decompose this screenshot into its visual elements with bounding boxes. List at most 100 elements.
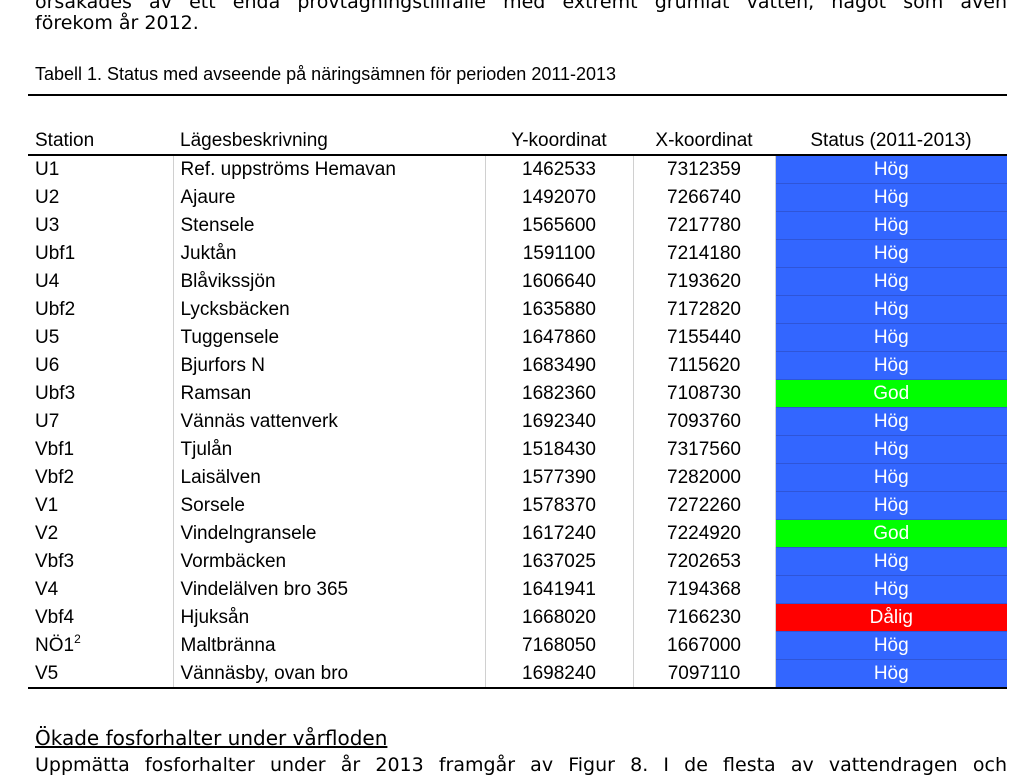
station-cell: V2 — [28, 519, 174, 548]
location-cell: Bjurfors N — [173, 351, 486, 380]
location-cell: Vännäs vattenverk — [173, 407, 486, 436]
station-cell: Ubf3 — [28, 379, 174, 408]
x-coordinate-cell: 7108730 — [633, 379, 776, 408]
column-header-x-coordinate: X-koordinat — [633, 127, 775, 156]
location-cell: Vindelälven bro 365 — [173, 575, 486, 604]
x-coordinate-cell: 7312359 — [633, 155, 776, 184]
station-cell: U2 — [28, 183, 174, 212]
table-row: Vbf4 Hjuksån 1668020 7166230 Dålig — [28, 603, 1007, 632]
y-coordinate-cell: 1635880 — [485, 295, 634, 324]
table-row: U1 Ref. uppströms Hemavan 1462533 7312359 Hö… — [28, 155, 1007, 184]
status-cell: Hög — [775, 435, 1007, 464]
x-coordinate-cell: 7202653 — [633, 547, 776, 576]
x-coordinate-cell: 1667000 — [633, 631, 776, 660]
location-cell: Ref. uppströms Hemavan — [173, 155, 486, 184]
station-cell: Vbf2 — [28, 463, 174, 492]
y-coordinate-cell: 1637025 — [485, 547, 634, 576]
status-cell: Hög — [775, 183, 1007, 212]
location-cell: Blåvikssjön — [173, 267, 486, 296]
status-cell: Hög — [775, 211, 1007, 240]
station-cell: U7 — [28, 407, 174, 436]
station-cell: Ubf2 — [28, 295, 174, 324]
status-cell: Dålig — [775, 603, 1007, 632]
table-row: Vbf3 Vormbäcken 1637025 7202653 Hög — [28, 547, 1007, 576]
x-coordinate-cell: 7217780 — [633, 211, 776, 240]
location-cell: Tjulån — [173, 435, 486, 464]
section-heading: Ökade fosforhalter under vårfloden — [35, 726, 388, 750]
status-cell: Hög — [775, 547, 1007, 576]
station-cell: V4 — [28, 575, 174, 604]
table-row: V1 Sorsele 1578370 7272260 Hög — [28, 491, 1007, 520]
location-cell: Vindelngransele — [173, 519, 486, 548]
y-coordinate-cell: 1565600 — [485, 211, 634, 240]
y-coordinate-cell: 7168050 — [485, 631, 634, 660]
y-coordinate-cell: 1698240 — [485, 659, 634, 689]
x-coordinate-cell: 7194368 — [633, 575, 776, 604]
station-cell: Ubf1 — [28, 239, 174, 268]
table-row: U6 Bjurfors N 1683490 7115620 Hög — [28, 351, 1007, 380]
station-cell: U4 — [28, 267, 174, 296]
x-coordinate-cell: 7155440 — [633, 323, 776, 352]
status-cell: Hög — [775, 659, 1007, 689]
x-coordinate-cell: 7224920 — [633, 519, 776, 548]
table-row: Ubf2 Lycksbäcken 1635880 7172820 Hög — [28, 295, 1007, 324]
intro-paragraph-line-2: förekom år 2012. — [35, 12, 199, 34]
column-header-status: Status (2011-2013) — [775, 127, 1007, 156]
intro-paragraph-line-1: orsakades av ett enda provtagningstillfä… — [35, 0, 1007, 13]
x-coordinate-cell: 7272260 — [633, 491, 776, 520]
station-cell: NÖ12 — [28, 631, 174, 660]
status-cell: Hög — [775, 351, 1007, 380]
location-cell: Vännäsby, ovan bro — [173, 659, 486, 689]
status-cell: Hög — [775, 407, 1007, 436]
table-row: U5 Tuggensele 1647860 7155440 Hög — [28, 323, 1007, 352]
status-cell: God — [775, 519, 1007, 548]
location-cell: Juktån — [173, 239, 486, 268]
y-coordinate-cell: 1462533 — [485, 155, 634, 184]
y-coordinate-cell: 1692340 — [485, 407, 634, 436]
x-coordinate-cell: 7266740 — [633, 183, 776, 212]
status-table: Station Lägesbeskrivning Y-koordinat X-k… — [28, 127, 1007, 689]
column-header-location: Lägesbeskrivning — [173, 127, 485, 156]
x-coordinate-cell: 7193620 — [633, 267, 776, 296]
y-coordinate-cell: 1577390 — [485, 463, 634, 492]
table-row: V2 Vindelngransele 1617240 7224920 God — [28, 519, 1007, 548]
column-header-y-coordinate: Y-koordinat — [485, 127, 633, 156]
status-cell: Hög — [775, 239, 1007, 268]
footnote-marker: 2 — [74, 632, 81, 646]
location-cell: Sorsele — [173, 491, 486, 520]
table-header-row: Station Lägesbeskrivning Y-koordinat X-k… — [28, 127, 1007, 156]
station-cell: Vbf4 — [28, 603, 174, 632]
y-coordinate-cell: 1578370 — [485, 491, 634, 520]
y-coordinate-cell: 1682360 — [485, 379, 634, 408]
table-row: Ubf1 Juktån 1591100 7214180 Hög — [28, 239, 1007, 268]
station-cell: U3 — [28, 211, 174, 240]
table-row: U4 Blåvikssjön 1606640 7193620 Hög — [28, 267, 1007, 296]
status-cell: Hög — [775, 491, 1007, 520]
y-coordinate-cell: 1641941 — [485, 575, 634, 604]
table-row: Vbf1 Tjulån 1518430 7317560 Hög — [28, 435, 1007, 464]
x-coordinate-cell: 7115620 — [633, 351, 776, 380]
x-coordinate-cell: 7282000 — [633, 463, 776, 492]
y-coordinate-cell: 1518430 — [485, 435, 634, 464]
location-cell: Vormbäcken — [173, 547, 486, 576]
y-coordinate-cell: 1647860 — [485, 323, 634, 352]
y-coordinate-cell: 1617240 — [485, 519, 634, 548]
location-cell: Tuggensele — [173, 323, 486, 352]
status-cell: Hög — [775, 631, 1007, 660]
station-cell: U5 — [28, 323, 174, 352]
table-row: Vbf2 Laisälven 1577390 7282000 Hög — [28, 463, 1007, 492]
status-cell: Hög — [775, 267, 1007, 296]
station-cell: V1 — [28, 491, 174, 520]
station-cell: U1 — [28, 155, 174, 184]
x-coordinate-cell: 7317560 — [633, 435, 776, 464]
station-cell: Vbf3 — [28, 547, 174, 576]
y-coordinate-cell: 1668020 — [485, 603, 634, 632]
location-cell: Laisälven — [173, 463, 486, 492]
outro-paragraph-line: Uppmätta fosforhalter under år 2013 fram… — [35, 754, 1007, 776]
location-cell: Maltbränna — [173, 631, 486, 660]
station-cell: Vbf1 — [28, 435, 174, 464]
station-cell: U6 — [28, 351, 174, 380]
table-caption: Tabell 1. Status med avseende på närings… — [35, 64, 617, 84]
column-header-station: Station — [28, 127, 173, 156]
status-cell: Hög — [775, 295, 1007, 324]
